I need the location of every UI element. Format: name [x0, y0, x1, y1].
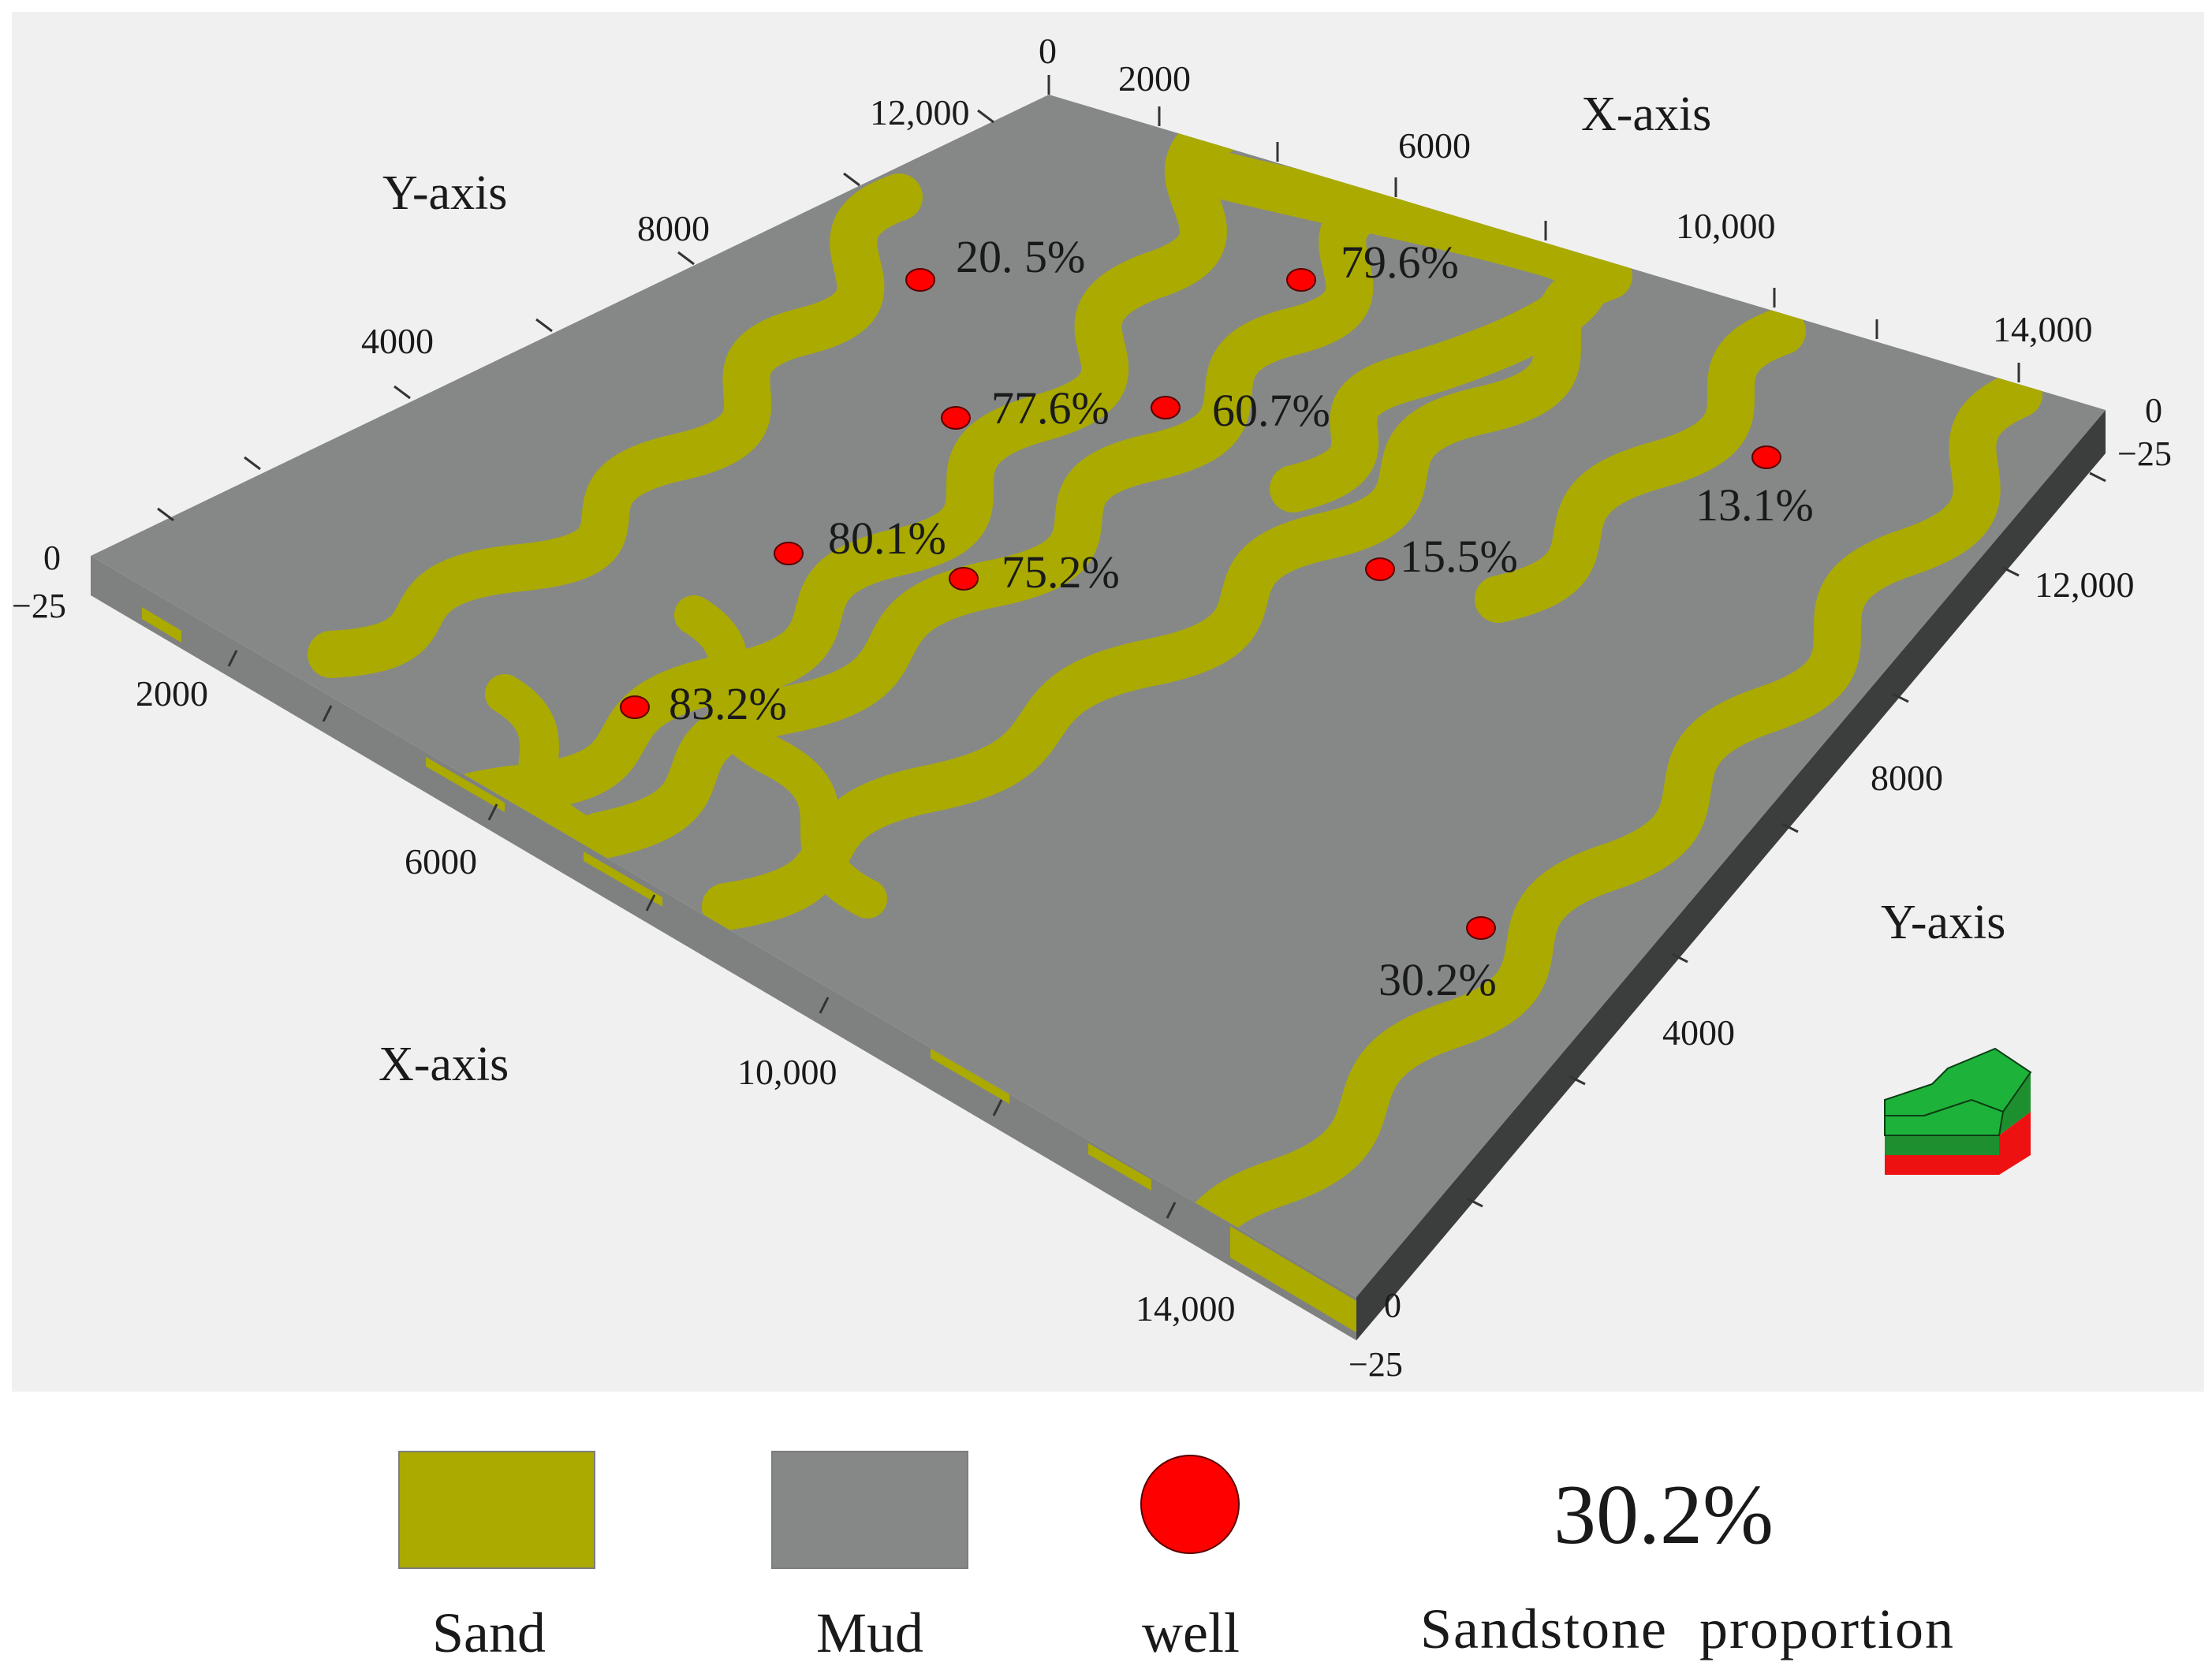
sandstone-proportion-example: 30.2%: [1554, 1468, 1774, 1562]
mud-legend-label: Mud: [815, 1601, 924, 1664]
well-marker: [620, 695, 650, 719]
bottom-x-tick-10000: 10,000: [737, 1052, 837, 1092]
sand-legend-label: Sand: [432, 1601, 546, 1664]
top-y-tick-4000: 4000: [361, 321, 434, 361]
well-label: 75.2%: [1002, 546, 1120, 598]
sandstone-proportion-label: Sandstone proportion: [1420, 1597, 1955, 1660]
bottom-x-axis-label: X-axis: [379, 1038, 509, 1091]
top-y-tick-12000: 12,000: [870, 92, 970, 132]
top-y-axis-label: Y-axis: [382, 166, 507, 220]
depth-tick-right-0: 0: [2145, 391, 2162, 430]
well-legend-icon: [1140, 1455, 1240, 1554]
top-x-tick-6000: 6000: [1398, 125, 1471, 166]
depth-tick-front-25: −25: [1348, 1345, 1403, 1384]
right-y-tick-12000: 12,000: [2035, 565, 2135, 605]
top-y-tick-8000: 8000: [637, 208, 710, 248]
axis-tick-marks: [157, 75, 2106, 1219]
legend: Sand Mud well 30.2% Sandstone proportion: [0, 1403, 2212, 1664]
depth-tick-left-0: 0: [43, 539, 61, 577]
well-marker: [1751, 445, 1781, 469]
well-label: 30.2%: [1378, 954, 1497, 1005]
well-marker: [774, 542, 804, 565]
well-label: 77.6%: [991, 382, 1110, 434]
top-x-tick-2000: 2000: [1118, 58, 1191, 99]
well-label: 79.6%: [1341, 237, 1459, 288]
mud-swatch: [771, 1451, 968, 1569]
well-label: 80.1%: [828, 512, 946, 564]
block-right-side: [1356, 410, 2106, 1340]
well-label: 60.7%: [1212, 385, 1330, 436]
well-marker: [949, 567, 979, 591]
well-legend-label: well: [1142, 1601, 1240, 1664]
well-group: 20. 5% 79.6% 77.6% 60.7% 13.1% 80.1% 75.…: [620, 231, 1814, 1005]
depth-tick-left-25: −25: [12, 587, 66, 625]
north-arrow-icon: [1884, 1047, 2032, 1175]
side-sand-patches: [142, 607, 1356, 1332]
top-x-tick-10000: 10,000: [1676, 206, 1776, 246]
bottom-x-tick-6000: 6000: [405, 841, 477, 881]
top-x-tick-0: 0: [1039, 31, 1057, 71]
bottom-x-tick-14000: 14,000: [1136, 1288, 1236, 1329]
well-marker: [1365, 557, 1395, 581]
well-marker: [1466, 916, 1496, 940]
well-marker: [941, 406, 971, 430]
depth-tick-front-0: 0: [1384, 1286, 1401, 1325]
sand-channels: [276, 102, 2106, 1297]
bottom-x-tick-2000: 2000: [136, 673, 208, 714]
right-y-tick-8000: 8000: [1871, 758, 1943, 798]
well-label: 83.2%: [669, 678, 787, 729]
well-label: 13.1%: [1695, 479, 1814, 531]
right-y-axis-label: Y-axis: [1881, 896, 2005, 949]
well-marker: [1151, 396, 1181, 419]
well-label: 15.5%: [1400, 531, 1518, 582]
right-y-tick-4000: 4000: [1662, 1012, 1735, 1053]
sand-swatch: [398, 1451, 595, 1569]
depth-tick-right-25: −25: [2117, 434, 2172, 473]
block-left-side: [91, 556, 1356, 1340]
well-marker: [905, 268, 935, 292]
well-marker: [1286, 268, 1316, 292]
top-x-axis-label: X-axis: [1581, 88, 1711, 141]
well-label: 20. 5%: [956, 231, 1085, 282]
top-x-tick-14000: 14,000: [1993, 309, 2093, 349]
